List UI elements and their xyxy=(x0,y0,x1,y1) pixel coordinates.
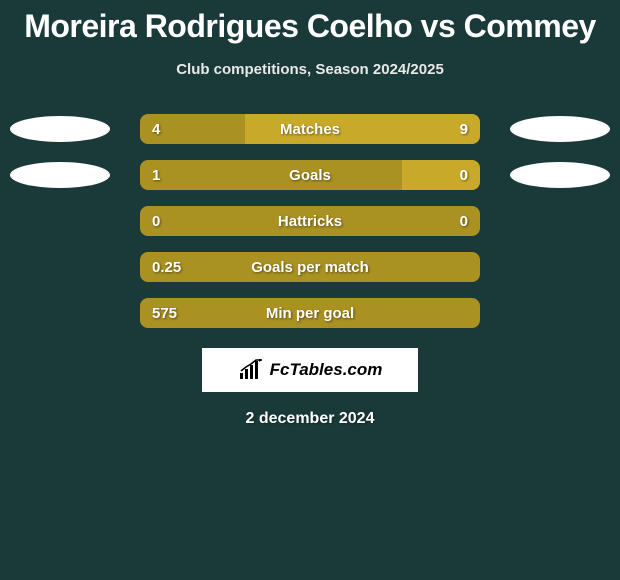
date-line: 2 december 2024 xyxy=(0,410,620,428)
page-title: Moreira Rodrigues Coelho vs Commey xyxy=(0,0,620,45)
stat-bar: 575Min per goal xyxy=(140,298,480,328)
subtitle: Club competitions, Season 2024/2025 xyxy=(0,61,620,78)
chart-icon xyxy=(238,359,266,381)
stat-value-right: 0 xyxy=(460,167,468,184)
stat-value-left: 0.25 xyxy=(152,259,181,276)
stat-row: 4Matches9 xyxy=(0,114,620,144)
player-right-marker xyxy=(510,116,610,142)
brand-box: FcTables.com xyxy=(202,348,418,392)
stat-bar: 4Matches9 xyxy=(140,114,480,144)
stat-row: 0Hattricks0 xyxy=(0,206,620,236)
stat-row: 1Goals0 xyxy=(0,160,620,190)
stat-bar: 1Goals0 xyxy=(140,160,480,190)
stat-value-left: 0 xyxy=(152,213,160,230)
stat-label: Hattricks xyxy=(140,213,480,230)
stat-label: Goals per match xyxy=(140,259,480,276)
stat-value-left: 575 xyxy=(152,305,177,322)
stat-row: 0.25Goals per match xyxy=(0,252,620,282)
stats-container: 4Matches91Goals00Hattricks00.25Goals per… xyxy=(0,114,620,328)
stat-label: Min per goal xyxy=(140,305,480,322)
stat-value-left: 4 xyxy=(152,121,160,138)
stat-value-left: 1 xyxy=(152,167,160,184)
stat-value-right: 9 xyxy=(460,121,468,138)
stat-value-right: 0 xyxy=(460,213,468,230)
player-left-marker xyxy=(10,116,110,142)
stat-bar: 0.25Goals per match xyxy=(140,252,480,282)
brand-text: FcTables.com xyxy=(270,360,383,380)
stat-bar: 0Hattricks0 xyxy=(140,206,480,236)
player-right-marker xyxy=(510,162,610,188)
stat-label: Goals xyxy=(140,167,480,184)
stat-row: 575Min per goal xyxy=(0,298,620,328)
player-left-marker xyxy=(10,162,110,188)
stat-label: Matches xyxy=(140,121,480,138)
